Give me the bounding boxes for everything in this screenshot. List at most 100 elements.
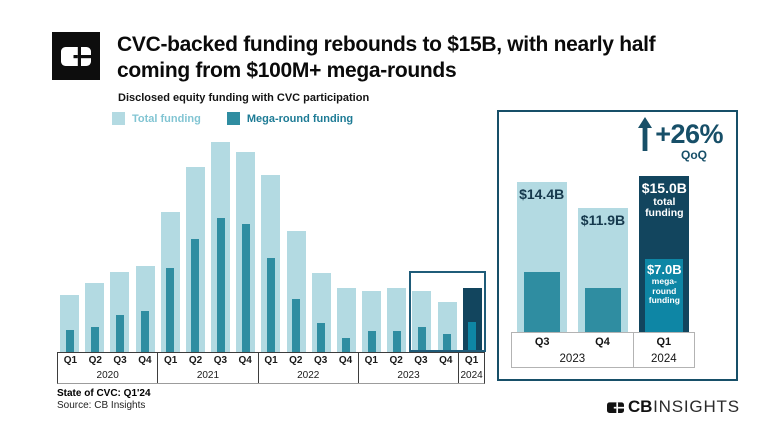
report-name: State of CVC: Q1'24	[57, 388, 151, 399]
total-value-text: $14.4B	[519, 186, 565, 202]
total-funding-bar	[236, 152, 256, 352]
total-funding-bar	[60, 295, 80, 352]
quarter-label: Q1	[164, 355, 178, 367]
bar-slot	[158, 212, 183, 352]
cbinsights-logo-icon	[52, 32, 100, 80]
bar-slot	[82, 283, 107, 352]
total-funding-bar	[387, 288, 407, 352]
total-funding-bar	[362, 291, 382, 352]
year-group: Q1 Q2 Q3 Q4 2020	[58, 353, 157, 383]
year-group: Q1 Q2 Q3 Q4 2022	[257, 353, 358, 383]
bar-slot	[57, 295, 82, 352]
cbinsights-wordmark-icon	[607, 401, 624, 413]
quarter-label: Q2	[389, 355, 403, 367]
mega-round-bar	[292, 299, 301, 352]
quarter-label: Q1	[264, 355, 278, 367]
bar-slot	[460, 288, 485, 352]
main-chart: Q1 Q2 Q3 Q4 2020 Q1 Q2 Q3 Q4 2021 Q1 Q2 Q3 Q4 2022 Q1 Q2…	[57, 140, 486, 384]
source-note: Source: CB Insights	[57, 400, 146, 411]
total-funding-bar	[437, 302, 457, 352]
year-group: Q1 2024	[632, 333, 694, 367]
mega-round-bar	[392, 331, 401, 352]
mega-round-bar	[141, 311, 150, 352]
mega-round-bar	[367, 331, 376, 352]
bar-slot	[384, 288, 409, 352]
total-funding-bar	[286, 231, 306, 352]
quarter-label: Q4	[238, 355, 252, 367]
year-label: 2023	[397, 370, 420, 382]
total-value-text: $11.9B	[580, 212, 626, 228]
bar-slot	[258, 175, 283, 352]
qoq-annotation-row: +26%	[638, 117, 723, 151]
mega-value-text: $7.0B	[646, 262, 682, 277]
bar-slot	[435, 302, 460, 352]
inset-total-funding-bar: $15.0B total funding $7.0B mega-round fundi…	[639, 176, 690, 332]
total-funding-bar	[336, 288, 356, 352]
mega-value-label: $7.0B mega-round funding	[645, 262, 683, 305]
legend-label: Total funding	[132, 112, 201, 125]
year-label: 2021	[196, 370, 220, 382]
quarter-label: Q2	[188, 355, 203, 367]
quarter-label: Q1	[464, 355, 479, 367]
mega-round-bar	[266, 258, 275, 352]
total-funding-bar	[135, 266, 155, 352]
brand-text-bold: CB	[628, 397, 653, 416]
mega-round-bar	[216, 218, 225, 352]
inset-bar-column: $14.4B	[511, 182, 572, 332]
legend-swatch	[226, 112, 240, 125]
total-funding-bar	[185, 167, 205, 352]
quarter-label: Q3	[414, 355, 428, 367]
year-label: 2020	[96, 370, 119, 382]
quarter-label: Q2	[88, 355, 102, 367]
quarter-label: Q1	[364, 355, 378, 367]
mega-round-bar	[241, 224, 250, 352]
brand-text-light: INSIGHTS	[653, 397, 740, 416]
qoq-value: +26%	[655, 119, 723, 149]
total-value-subtext: total funding	[645, 195, 684, 220]
quarter-label: Q1	[63, 355, 78, 367]
inset-mega-round-bar	[584, 288, 621, 332]
legend-swatch	[112, 112, 125, 125]
bar-slot	[409, 291, 434, 352]
total-value-label: $14.4B	[517, 186, 567, 203]
inset-bar-column: $11.9B	[572, 208, 633, 332]
inset-mega-round-bar: $7.0B mega-round funding	[645, 259, 684, 332]
total-funding-bar	[412, 291, 432, 352]
main-x-axis: Q1 Q2 Q3 Q4 2020 Q1 Q2 Q3 Q4 2021 Q1 Q2 Q3 Q4 2022 Q1 Q2…	[57, 352, 485, 384]
quarter-row: Q1	[634, 333, 694, 351]
bar-slot	[208, 142, 233, 352]
inset-bar-column: $15.0B total funding $7.0B mega-round fundi…	[634, 176, 695, 332]
inset-x-axis: Q3 Q4 2023 Q1 2024	[511, 332, 695, 368]
total-value-label: $11.9B	[578, 212, 628, 229]
cbinsights-wordmark: CB INSIGHTS	[607, 397, 740, 417]
total-funding-bar	[110, 272, 130, 352]
bar-slot	[359, 291, 384, 352]
inset-bars: $14.4B $11.9B $15.0B total funding $7.0B mega…	[511, 170, 695, 332]
bar-slot	[107, 272, 132, 352]
quarter-row: Q1 Q2 Q3 Q4	[359, 353, 458, 368]
year-group: Q1 Q2 Q3 Q4 2023	[357, 353, 458, 383]
legend-item: Total funding	[112, 112, 201, 125]
total-funding-bar	[160, 212, 180, 352]
quarter-row: Q3 Q4	[512, 333, 633, 351]
quarter-label: Q4	[138, 355, 152, 367]
mega-round-bar	[468, 322, 477, 352]
quarter-row: Q1	[459, 353, 484, 368]
bar-slot	[334, 288, 359, 352]
year-label: 2022	[297, 370, 320, 382]
quarter-label: Q3	[213, 355, 228, 367]
qoq-label: QoQ	[681, 148, 707, 162]
quarter-row: Q1 Q2 Q3 Q4	[158, 353, 257, 368]
inset-panel: +26% QoQ $14.4B $11.9B $15.0B total funding…	[497, 110, 738, 381]
total-funding-bar	[261, 175, 281, 352]
qoq-annotation: +26% QoQ	[638, 117, 723, 162]
main-bars	[57, 140, 485, 352]
main-plot-area	[57, 140, 486, 352]
mega-round-bar	[417, 327, 426, 352]
total-funding-bar	[462, 288, 482, 352]
quarter-label: Q4	[439, 355, 453, 367]
total-value-text: $15.0B	[641, 180, 687, 196]
mega-value-subtext: mega-round funding	[648, 276, 680, 305]
total-funding-bar	[311, 273, 331, 352]
